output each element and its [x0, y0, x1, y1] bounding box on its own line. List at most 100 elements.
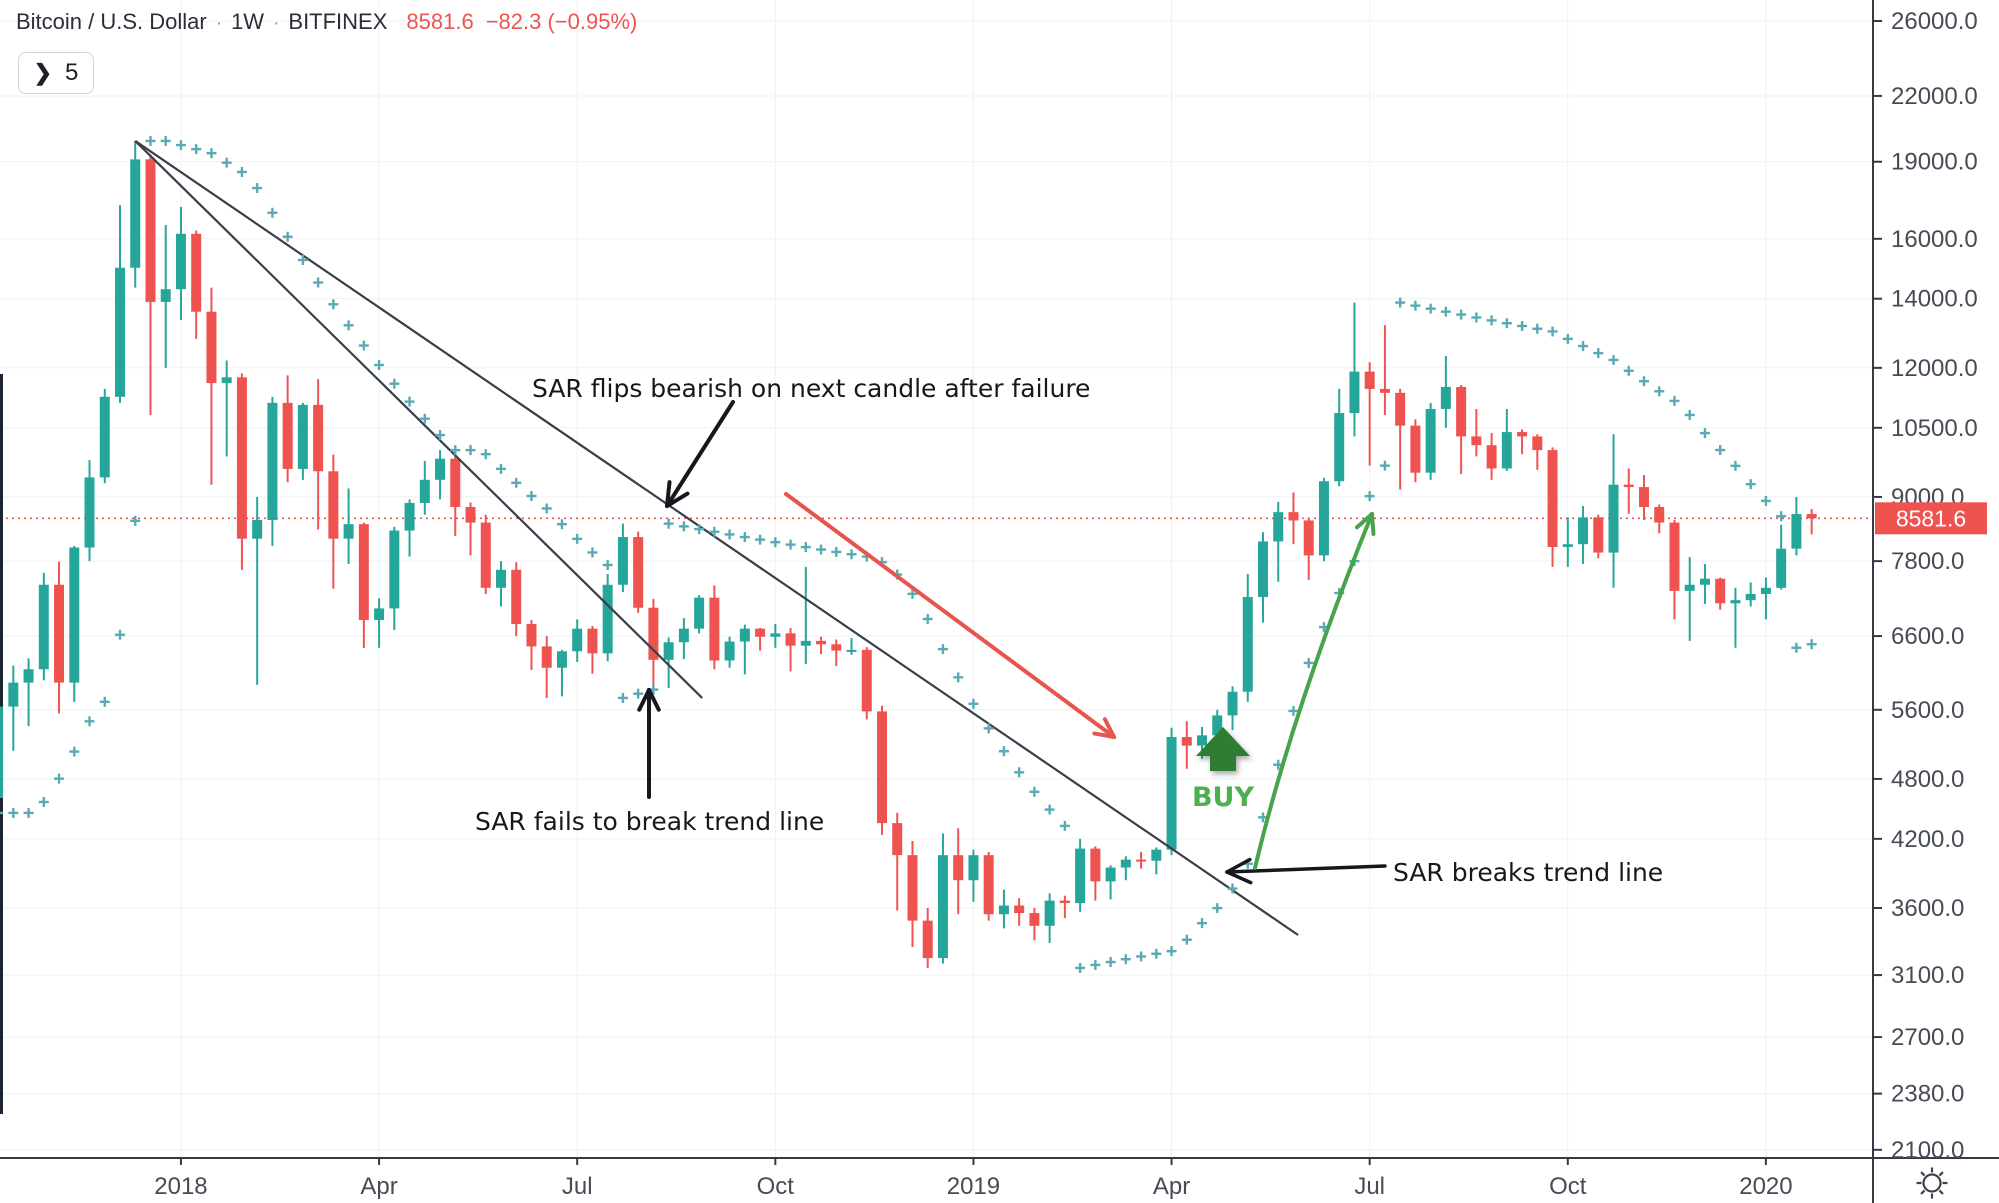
sar-cross — [983, 723, 994, 734]
sar-cross — [617, 692, 628, 703]
time-axis[interactable]: 2018 Apr Jul Oct 2019 Apr Jul Oct 2020 — [154, 1158, 1793, 1200]
sar-cross — [54, 773, 65, 784]
candle-down — [1395, 392, 1406, 426]
candle-up — [800, 640, 811, 646]
sar-cross — [282, 231, 293, 242]
candle-up — [1699, 578, 1710, 585]
candle-down — [236, 377, 247, 539]
price-axis[interactable]: 26000.0 22000.0 19000.0 16000.0 14000.0 12000… — [1873, 8, 1978, 1164]
candle-down — [1288, 512, 1299, 521]
candle-down — [983, 855, 994, 915]
sar-cross — [1212, 903, 1223, 914]
candle-down — [1014, 905, 1025, 914]
candle-down — [1379, 388, 1390, 393]
candle-up — [1166, 737, 1177, 850]
candle-up — [435, 458, 446, 480]
sar-cross — [8, 807, 19, 818]
sar-cross — [435, 430, 446, 441]
time-tick-label: Jul — [562, 1173, 593, 1200]
price-tick-label: 2380.0 — [1891, 1081, 1964, 1108]
bearish-move-arrow[interactable] — [784, 492, 1116, 739]
candle-down — [328, 471, 339, 539]
sar-cross — [831, 546, 842, 557]
candle-up — [1349, 371, 1360, 414]
interval-label[interactable]: 1W — [231, 9, 265, 34]
candle-up — [1684, 584, 1695, 591]
candle-up — [556, 651, 567, 668]
sar-cross — [1364, 491, 1375, 502]
sar-cross — [358, 340, 369, 351]
price-tick-label: 26000.0 — [1891, 8, 1978, 35]
arrow-head — [1102, 717, 1116, 739]
buy-marker-label[interactable]: BUY — [1192, 782, 1255, 813]
time-tick-label: Oct — [1549, 1173, 1587, 1200]
gear-spoke — [1920, 1171, 1926, 1177]
candle-down — [861, 649, 872, 712]
candle-down — [1456, 386, 1467, 437]
candle-up — [694, 597, 705, 629]
arrow-head — [1092, 731, 1116, 739]
sar-cross — [374, 360, 385, 371]
bullish-move-arrow[interactable] — [1253, 512, 1376, 870]
price-tick-label: 12000.0 — [1891, 355, 1978, 382]
sar-cross — [0, 811, 4, 815]
sar-cross — [1136, 951, 1147, 962]
time-tick-label: Apr — [360, 1173, 397, 1200]
time-tick-label: 2020 — [1739, 1173, 1792, 1200]
sar-cross — [1197, 918, 1208, 929]
sar-cross — [602, 560, 613, 571]
symbol-name: Bitcoin / U.S. Dollar — [16, 9, 207, 34]
annotation-sar-flips-bearish[interactable]: SAR flips bearish on next candle after f… — [532, 374, 1090, 403]
buy-arrow-marker[interactable] — [1196, 727, 1250, 771]
price-change-value: −82.3 (−0.95%) — [485, 9, 638, 34]
sar-cross — [694, 524, 705, 535]
candle-up — [404, 502, 415, 531]
sar-cross — [236, 166, 247, 177]
candle-up — [38, 584, 49, 670]
sar-cross — [99, 696, 110, 707]
axis-settings-gear-icon[interactable] — [1916, 1167, 1948, 1199]
candle-up — [998, 905, 1009, 915]
sar-cross — [1029, 786, 1040, 797]
candle-down — [54, 584, 65, 683]
arrow-head — [1225, 870, 1253, 885]
candle-up — [175, 233, 186, 290]
sar-cross — [739, 532, 750, 543]
candle-down — [1623, 484, 1634, 488]
flip-pointer-arrow[interactable] — [665, 400, 735, 508]
break-pointer-arrow[interactable] — [1225, 857, 1387, 885]
sar-cross — [755, 534, 766, 545]
sar-cross — [1623, 365, 1634, 376]
sar-cross — [572, 533, 583, 544]
sar-cross — [785, 539, 796, 550]
sar-cross — [450, 445, 461, 456]
candle-up — [130, 159, 141, 268]
candle-down — [282, 402, 293, 469]
sar-cross — [1699, 428, 1710, 439]
candle-up — [1578, 517, 1589, 545]
arrow-shaft — [1253, 512, 1374, 870]
price-tick-label: 4800.0 — [1891, 766, 1964, 793]
sar-cross — [1288, 705, 1299, 716]
fail-pointer-arrow[interactable] — [637, 688, 661, 799]
trend-line-1[interactable] — [134, 140, 703, 699]
arrow-shaft — [784, 492, 1116, 739]
candle-up — [160, 289, 171, 302]
candle-down — [1669, 522, 1680, 591]
sar-cross — [800, 542, 811, 553]
candle-down — [1181, 737, 1192, 746]
annotation-sar-fails[interactable]: SAR fails to break trend line — [475, 807, 824, 836]
trend-line-2[interactable] — [134, 140, 1299, 936]
sar-cross — [1715, 445, 1726, 456]
price-tick-label: 19000.0 — [1891, 149, 1978, 176]
candle-down — [480, 522, 491, 588]
legend-collapse-button[interactable]: ❯ 5 — [18, 52, 94, 94]
annotation-sar-breaks[interactable]: SAR breaks trend line — [1393, 858, 1663, 887]
symbol-legend[interactable]: Bitcoin / U.S. Dollar · 1W · BITFINEX 85… — [16, 9, 637, 35]
sar-cross — [267, 207, 278, 218]
sar-cross — [816, 544, 827, 555]
sar-cross — [1654, 386, 1665, 397]
price-tick-label: 3600.0 — [1891, 895, 1964, 922]
candle-up — [937, 855, 948, 959]
